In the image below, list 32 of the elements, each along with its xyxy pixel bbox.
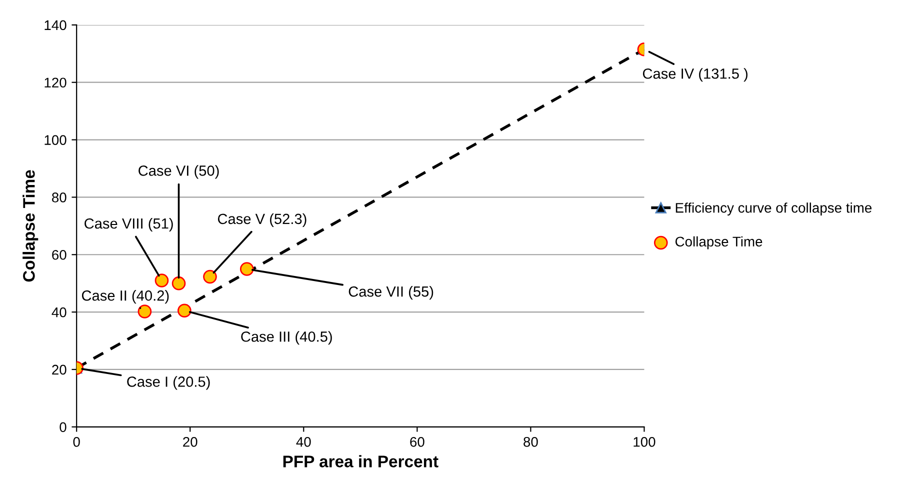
data-label: Case VII (55) — [348, 286, 434, 300]
y-tick-label: 40 — [52, 307, 66, 318]
x-tick-label: 20 — [183, 436, 198, 447]
legend-label: Efficiency curve of collapse time — [676, 202, 872, 216]
data-label: Case V (52.3) — [218, 213, 306, 227]
point — [240, 262, 254, 276]
x-tick-label: 40 — [296, 436, 311, 447]
point — [178, 304, 192, 318]
y-tick-label: 100 — [44, 135, 66, 145]
y-tick-label: 20 — [52, 364, 66, 375]
x-tick-label: 0 — [73, 436, 80, 447]
y-tick-label: 60 — [52, 250, 66, 260]
point — [172, 276, 186, 290]
data-label: Case IV (131.5 ) — [642, 68, 748, 82]
y-axis-title: Collapse Time — [22, 170, 38, 282]
data-label: Case III (40.5) — [241, 331, 332, 345]
y-tick-label: 80 — [52, 192, 66, 202]
data-label: Case I (20.5) — [127, 376, 210, 390]
x-tick-label: 100 — [634, 436, 656, 447]
point — [154, 274, 169, 288]
point — [138, 304, 152, 318]
y-tick-label: 0 — [60, 422, 66, 432]
x-tick-label: 60 — [410, 436, 424, 447]
data-label: Case II (40.2) — [82, 290, 169, 304]
y-tick-label: 140 — [44, 20, 66, 30]
point — [203, 270, 217, 284]
x-tick-label: 80 — [524, 436, 538, 447]
y-tick-label: 120 — [44, 78, 66, 88]
data-label: Case VI (50) — [138, 165, 219, 179]
legend-label: Collapse Time — [675, 236, 762, 250]
x-axis-title: PFP area in Percent — [283, 455, 438, 468]
data-label: Case VIII (51) — [84, 218, 173, 232]
